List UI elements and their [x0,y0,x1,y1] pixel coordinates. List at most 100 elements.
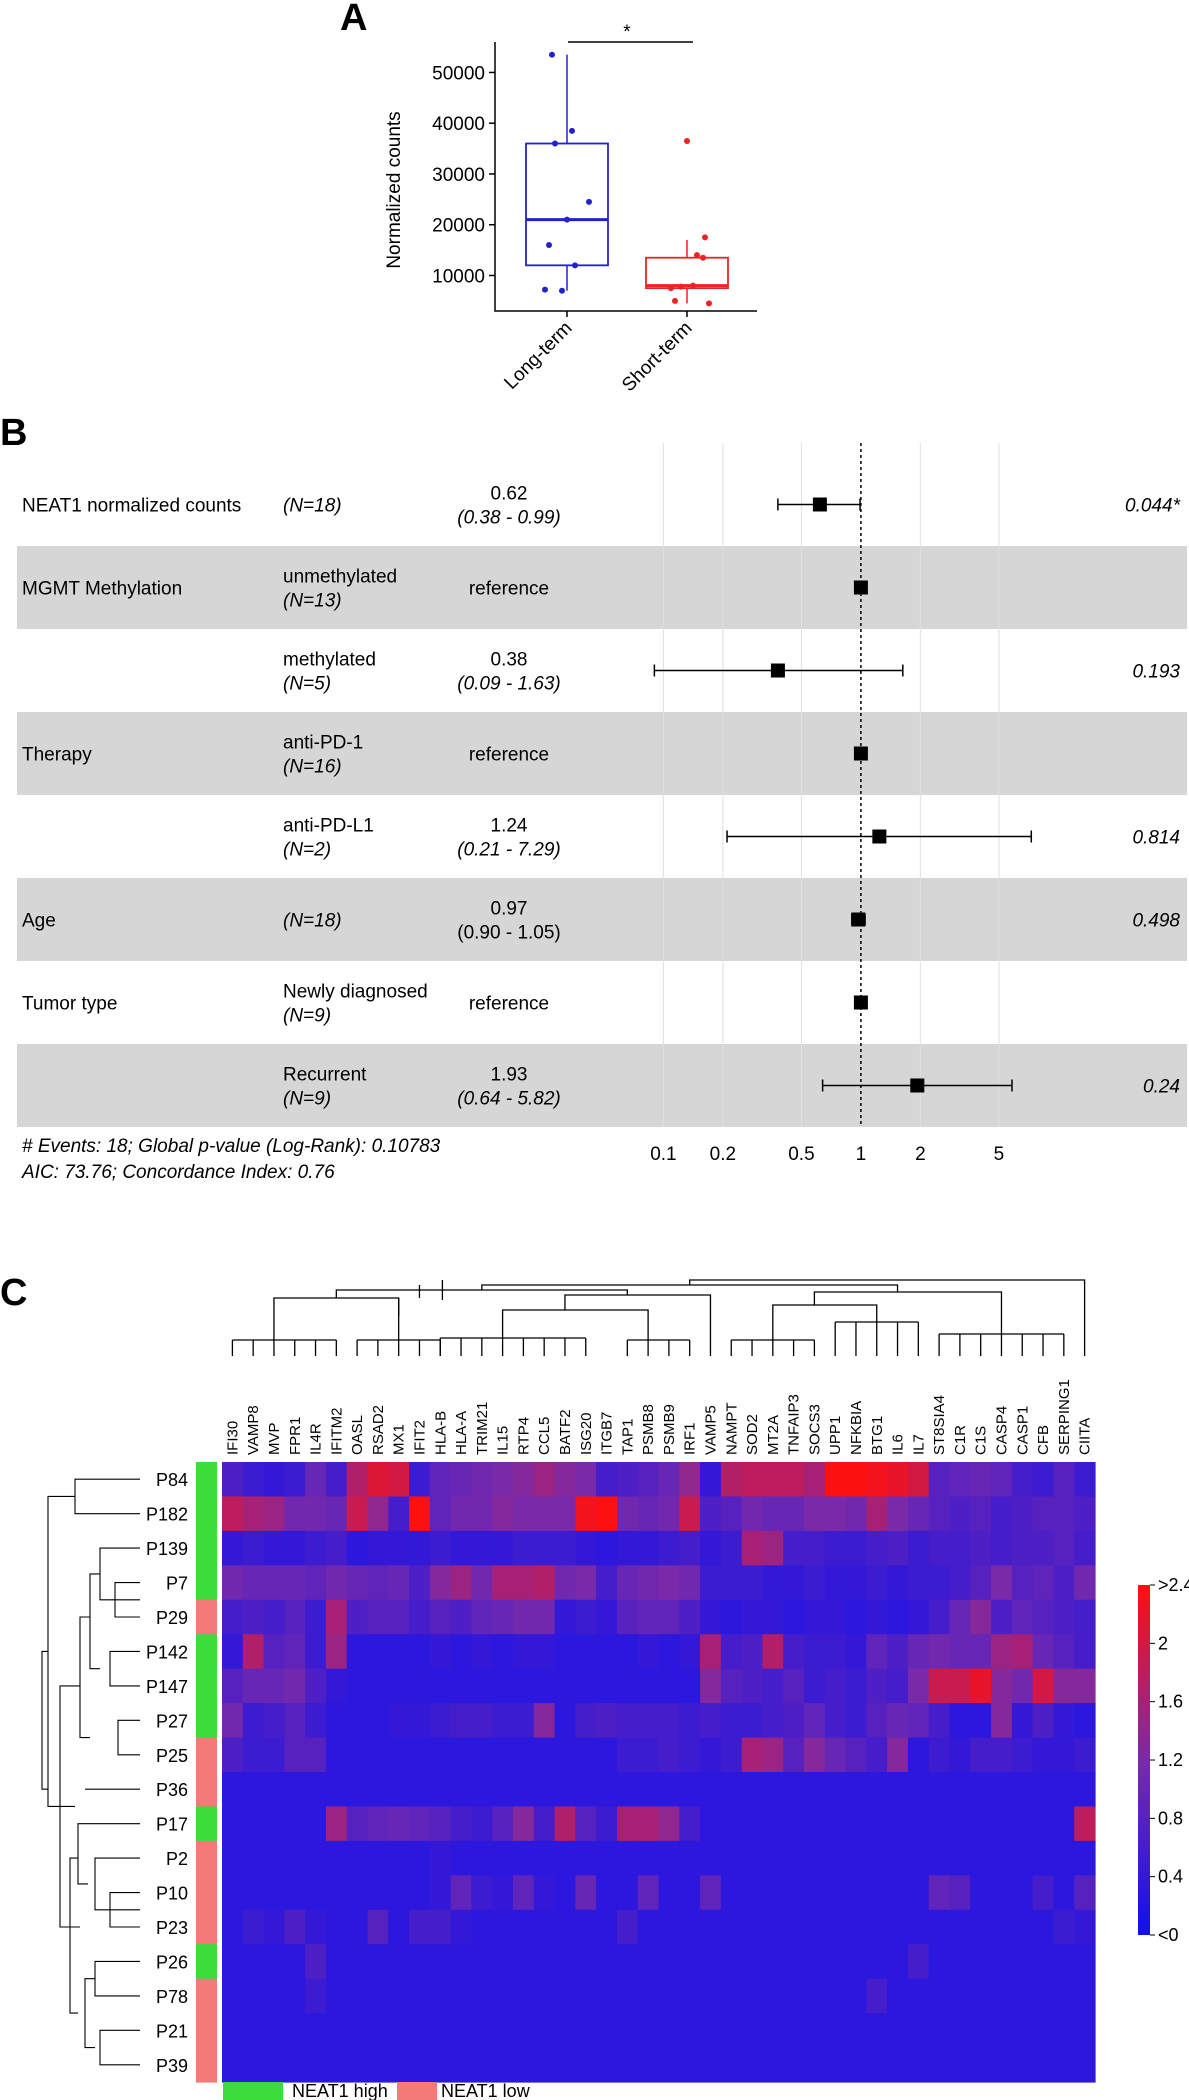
heatmap-cell [824,1944,847,1980]
dendrogram-branch [41,1650,48,1790]
boxplot-axes [494,42,757,312]
heatmap-cell [845,1530,867,1566]
heatmap-cell [492,1875,514,1911]
heatmap-cell [637,2013,660,2049]
heatmap-cell [388,1565,410,1601]
forest-level-label: Newly diagnosed [283,982,428,1003]
heatmap-cell [284,1599,306,1635]
forest-estimate-square [853,746,868,761]
heatmap-cell [1011,1772,1034,1808]
heatmap-cell [637,1634,660,1670]
heatmap-cell [305,1668,327,1704]
heatmap-cell [700,1772,722,1808]
patient-label: P7 [166,1574,188,1594]
heatmap-cell [429,1806,452,1842]
heatmap-cell [367,1462,389,1498]
heatmap-cell [429,1462,452,1498]
heatmap-cell [824,2013,847,2049]
heatmap-cell [887,1530,909,1566]
gene-label: IFITM2 [328,1408,345,1456]
neat1-group-bar [196,1737,217,1773]
heatmap-cell [596,1599,618,1635]
heatmap-cell [637,1703,660,1739]
gene-label: HLA-B [432,1411,449,1455]
heatmap-cell [513,1530,535,1566]
heatmap-cell [263,1875,285,1911]
heatmap-cell [949,1944,971,1980]
heatmap-cell [679,1462,701,1498]
heatmap-cell [305,1840,327,1876]
heatmap-cell [346,2047,369,2083]
heatmap-cell [346,1703,369,1739]
heatmap-cell [554,2013,576,2049]
data-point [700,254,706,261]
heatmap-cell [492,1840,514,1876]
forest-p-value: 0.24 [1143,1077,1180,1098]
scale-tick-label: 1.2 [1158,1750,1183,1770]
heatmap-cell [720,1737,743,1773]
heatmap-cell [325,1599,348,1635]
forest-confidence-interval: (0.21 - 7.29) [457,840,561,861]
heatmap-cell [429,1909,452,1945]
heatmap-cell [720,2013,743,2049]
heatmap-cell [887,1462,909,1498]
heatmap-cell [616,1496,639,1532]
heatmap-cell [637,1806,660,1842]
heatmap-cell [762,1737,784,1773]
heatmap-cell [305,1772,327,1808]
heatmap-cell [242,1875,265,1911]
neat1-group-bar [196,1496,217,1532]
heatmap-cell [949,1565,971,1601]
heatmap-cell [720,1840,743,1876]
heatmap-cell [388,1599,410,1635]
heatmap-cell [949,1599,971,1635]
heatmap-cell [471,1944,493,1980]
heatmap-cell [1011,1875,1034,1911]
heatmap-cell [824,1703,847,1739]
heatmap-cell [1011,1496,1034,1532]
scale-tick-label: 2 [1158,1633,1168,1653]
heatmap-cell [616,1840,639,1876]
heatmap-cell [450,1703,473,1739]
heatmap-cell [783,1875,805,1911]
heatmap-cell [325,1806,348,1842]
heatmap-cell [949,1703,971,1739]
heatmap-cell [409,1634,431,1670]
heatmap-cell [637,1978,660,2014]
heatmap-cell [242,1462,265,1498]
heatmap-cell [388,1634,410,1670]
patient-label: P17 [156,1815,188,1835]
heatmap-cell [1074,1462,1096,1498]
heatmap-cell [513,1806,535,1842]
heatmap-cell [804,1634,826,1670]
heatmap-cell [866,1565,888,1601]
heatmap-cell [970,2013,992,2049]
heatmap-cell [783,2047,805,2083]
heatmap-cell [388,1944,410,1980]
heatmap-cell [1032,1565,1055,1601]
forest-x-tick-label: 0.5 [788,1144,814,1165]
heatmap-cell [596,1806,618,1842]
heatmap-cell [450,2047,473,2083]
heatmap-cell [783,1668,805,1704]
heatmap-cell [637,1875,660,1911]
heatmap-cell [554,1703,576,1739]
heatmap-cell [242,1944,265,1980]
forest-row-shade [17,712,1187,795]
heatmap-cell [887,1909,909,1945]
data-point [668,285,674,292]
heatmap-cell [450,1909,473,1945]
heatmap-cell [991,1462,1013,1498]
heatmap-cell [533,1944,556,1980]
heatmap-cell [949,1909,971,1945]
heatmap-cell [575,1806,597,1842]
heatmap-cell [409,2047,431,2083]
heatmap-cell [762,1772,784,1808]
heatmap-cell [367,1772,389,1808]
heatmap-cell [991,1530,1013,1566]
heatmap-cell [949,1840,971,1876]
heatmap-cell [325,1978,348,2014]
heatmap-cell [242,1565,265,1601]
heatmap-cell [325,1772,348,1808]
heatmap-cell [450,1840,473,1876]
